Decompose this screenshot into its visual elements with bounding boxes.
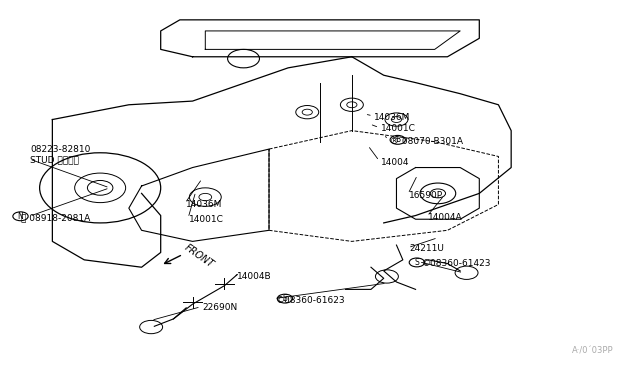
Text: N: N — [18, 212, 24, 221]
Text: B: B — [395, 135, 400, 144]
Text: A·/0´03PP: A·/0´03PP — [572, 347, 613, 356]
Text: 14036M: 14036M — [186, 200, 223, 209]
Text: S: S — [415, 258, 419, 267]
Text: 16590P: 16590P — [409, 191, 444, 200]
Text: 14004: 14004 — [381, 157, 409, 167]
Text: 14001C: 14001C — [189, 215, 224, 224]
Text: STUD スタッド: STUD スタッド — [30, 155, 79, 165]
Text: ⓝ 08918-2081A: ⓝ 08918-2081A — [20, 213, 90, 222]
Text: 14004A: 14004A — [428, 213, 463, 222]
Text: 14004B: 14004B — [237, 272, 272, 281]
Text: FRONT: FRONT — [183, 243, 216, 270]
Text: 22690N: 22690N — [202, 303, 237, 312]
Text: 14036M: 14036M — [374, 113, 410, 122]
Text: ® 08070-B301A: ® 08070-B301A — [390, 137, 463, 146]
Text: ©08360-61423: ©08360-61423 — [422, 259, 492, 268]
Text: ©08360-61623: ©08360-61623 — [275, 296, 345, 305]
Text: 24211U: 24211U — [409, 244, 444, 253]
Text: 14001C: 14001C — [381, 124, 415, 133]
Text: 08223-82810: 08223-82810 — [30, 145, 90, 154]
Text: S: S — [283, 294, 287, 303]
